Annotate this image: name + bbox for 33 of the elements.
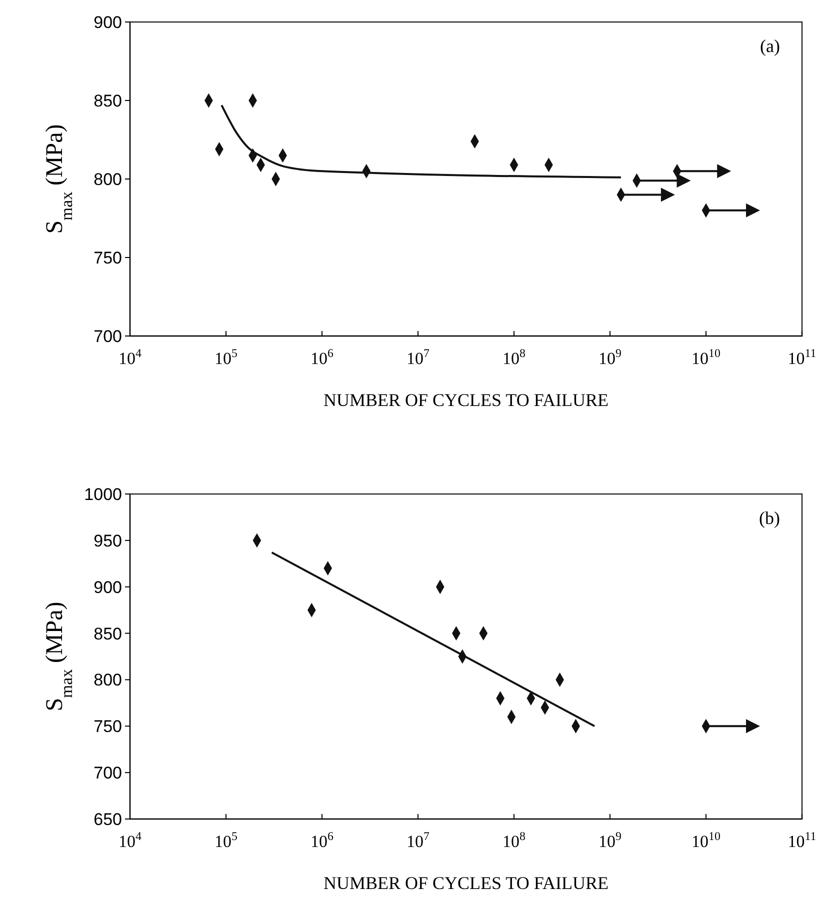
y-tick-label: 850 (94, 92, 122, 110)
x-tick-label: 10$^{6}$ (310, 346, 334, 368)
x-tick-label: 10$^{7}$ (406, 829, 430, 851)
y-tick-label: 900 (94, 578, 122, 597)
annotation: (b) (759, 508, 780, 528)
y-tick-label: 850 (94, 624, 122, 644)
annotation: (a) (760, 36, 780, 56)
y-tick-label: 1000 (84, 485, 122, 504)
x-tick-label: 10$^{5}$ (214, 346, 238, 368)
y-tick-label: 750 (94, 717, 122, 736)
y-tick-label: 900 (94, 13, 122, 32)
y-tick-label: 750 (94, 248, 122, 268)
x-tick-label: 10$^{5}$ (214, 829, 238, 851)
x-tick-label: 10$^{8}$ (502, 346, 526, 368)
x-tick-label: 10$^{8}$ (502, 829, 526, 851)
y-tick-label: 650 (94, 810, 122, 829)
x-tick-label: 10$^{9}$ (598, 829, 622, 851)
x-tick-label: 10$^{7}$ (406, 346, 430, 368)
x-axis-title: NUMBER OF CYCLES TO FAILURE (323, 873, 609, 893)
x-tick-label: 10$^{9}$ (598, 346, 622, 368)
y-tick-label: 700 (94, 327, 122, 346)
x-tick-label: 10$^{11}$ (788, 346, 816, 368)
y-tick-label: 700 (94, 764, 122, 783)
x-axis-title: NUMBER OF CYCLES TO FAILURE (323, 390, 609, 410)
x-tick-label: 10$^{6}$ (310, 829, 334, 851)
y-tick-label: 800 (94, 170, 122, 189)
x-tick-label: 10$^{11}$ (788, 829, 816, 851)
y-tick-label: 950 (94, 531, 122, 550)
x-tick-label: 10$^{4}$ (118, 346, 142, 368)
y-tick-label: 800 (94, 670, 122, 690)
x-tick-label: 10$^{10}$ (692, 829, 720, 851)
x-tick-label: 10$^{4}$ (118, 829, 142, 851)
x-tick-label: 10$^{10}$ (692, 346, 720, 368)
